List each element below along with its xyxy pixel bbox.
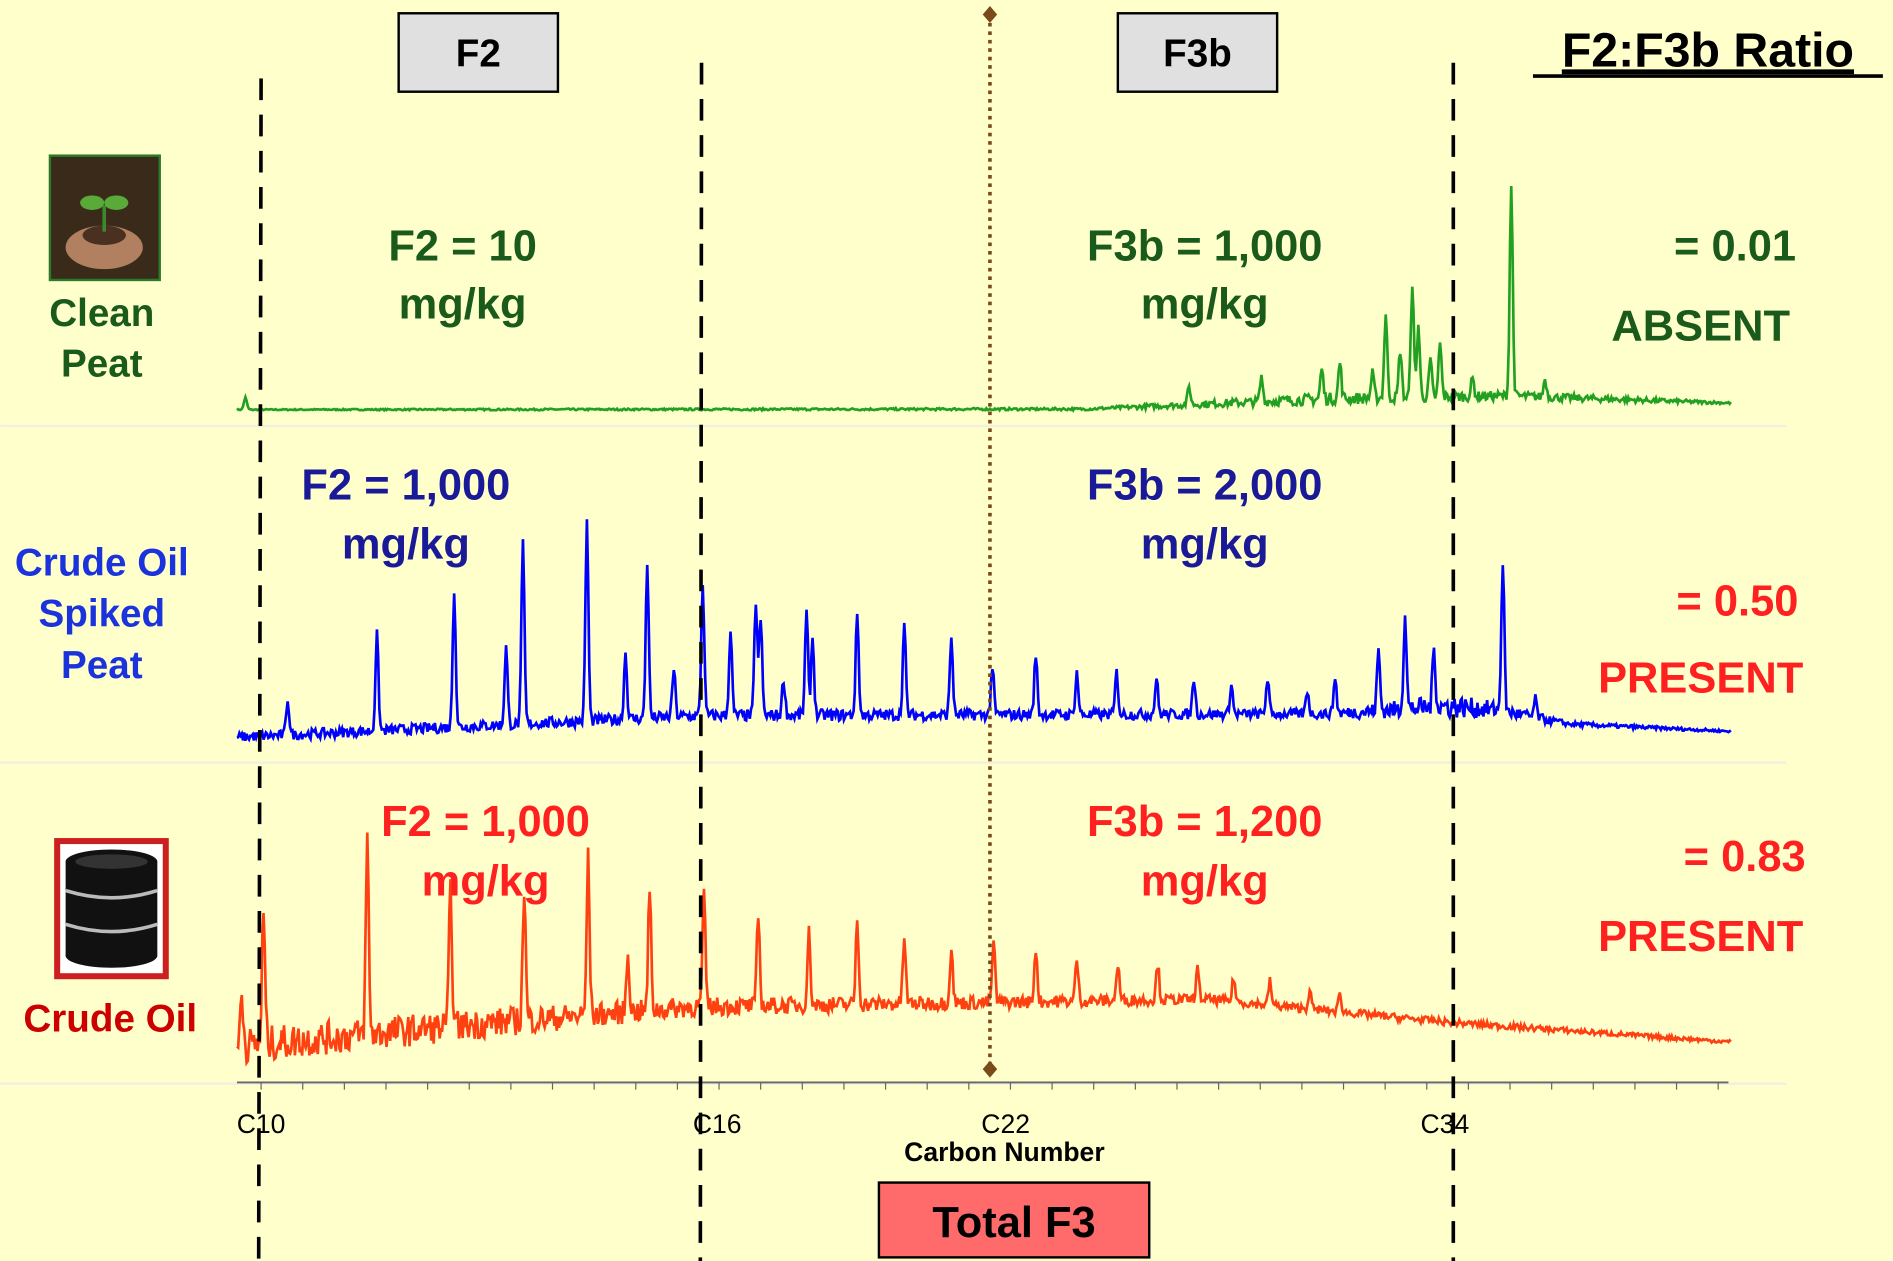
ratio-status: PRESENT xyxy=(1598,655,1804,703)
tick-label: C34 xyxy=(1421,1109,1470,1139)
row-label: Peat xyxy=(61,342,143,385)
f2-box xyxy=(397,12,560,93)
f3b-value: F3b = 1,200 xyxy=(1087,798,1322,846)
f2-value: F2 = 1,000 xyxy=(301,462,510,510)
tick-label: C10 xyxy=(237,1109,286,1139)
barrel-icon xyxy=(54,838,169,980)
axis-title: Carbon Number xyxy=(904,1137,1104,1167)
spiked-peat-trace xyxy=(236,519,1732,744)
crude-oil-trace xyxy=(236,832,1732,1067)
ratio-value: = 0.50 xyxy=(1676,577,1798,625)
ratio-title: F2:F3b Ratio xyxy=(1562,23,1854,77)
f3b-value: F3b = 1,000 xyxy=(1087,223,1322,271)
f2-box-label: F2 xyxy=(456,32,501,75)
row-label: Crude Oil xyxy=(23,998,197,1041)
f2-unit: mg/kg xyxy=(422,857,550,905)
c16-marker xyxy=(698,62,704,1261)
total-f3-box xyxy=(877,1181,1151,1259)
peat-icon xyxy=(48,154,161,282)
total-f3-label: Total F3 xyxy=(932,1199,1095,1247)
ratio-status: ABSENT xyxy=(1611,302,1790,350)
f3b-box-label: F3b xyxy=(1163,32,1232,75)
f2-unit: mg/kg xyxy=(342,521,470,569)
row-label: Spiked xyxy=(39,592,166,635)
ratio-value: = 0.01 xyxy=(1674,223,1796,271)
ratio-value: = 0.83 xyxy=(1684,833,1806,881)
f3b-unit: mg/kg xyxy=(1141,281,1269,329)
f2-value: F2 = 10 xyxy=(388,223,537,271)
f3b-value: F3b = 2,000 xyxy=(1087,462,1322,510)
row-label: Clean xyxy=(49,292,154,335)
f3b-unit: mg/kg xyxy=(1141,857,1269,905)
f2-unit: mg/kg xyxy=(399,281,527,329)
row-label: Peat xyxy=(61,644,143,687)
c10-marker xyxy=(256,78,263,1261)
tick-label: C16 xyxy=(693,1109,742,1139)
clean-peat-trace xyxy=(236,186,1732,414)
f3b-box xyxy=(1116,12,1279,93)
tick-label: C22 xyxy=(981,1109,1030,1139)
ratio-status: PRESENT xyxy=(1598,913,1804,961)
row-label: Crude Oil xyxy=(15,542,189,585)
f2-value: F2 = 1,000 xyxy=(381,798,590,846)
f3b-unit: mg/kg xyxy=(1141,521,1269,569)
